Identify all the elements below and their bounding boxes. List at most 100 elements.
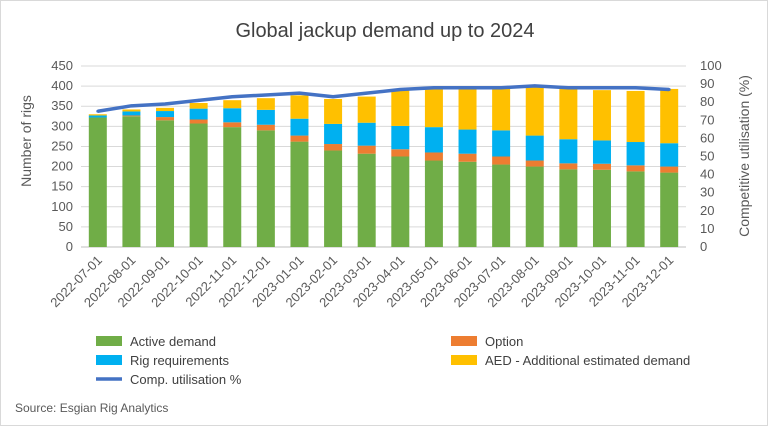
y2-tick-label: 30 (700, 185, 714, 200)
y2-tick-label: 50 (700, 149, 714, 164)
bar-segment (424, 127, 443, 153)
y2-tick-label: 0 (700, 239, 707, 254)
bar-segment (290, 141, 309, 247)
y2-tick-label: 10 (700, 221, 714, 236)
bar-segment (626, 142, 645, 166)
legend-label: Rig requirements (130, 353, 229, 368)
y2-tick-label: 40 (700, 167, 714, 182)
legend: Active demand Option Rig requirements AED -… (96, 334, 690, 387)
left-axis-ticks: 0 50 100 150 200 250 300 350 400 450 (51, 58, 73, 254)
legend-swatch (451, 355, 477, 365)
bar-segment (122, 109, 141, 112)
bar-segment (256, 109, 275, 125)
bar-segment (660, 143, 679, 167)
legend-label: Option (485, 334, 523, 349)
bar-segment (324, 98, 343, 124)
bar-segment (525, 160, 544, 167)
utilisation-point (264, 93, 268, 97)
bar-segment (223, 122, 242, 128)
bar-segment (391, 90, 410, 126)
utilisation-point (398, 88, 402, 92)
bar-segment (88, 117, 107, 248)
bar-segment (492, 130, 511, 157)
bar-segment (626, 90, 645, 143)
bar-segment (156, 107, 175, 112)
utilisation-point (432, 86, 436, 90)
line-layer (96, 84, 671, 113)
bar-segment (122, 111, 141, 116)
utilisation-point (297, 91, 301, 95)
bar-segment (156, 117, 175, 121)
bar-segment (592, 140, 611, 164)
bar-segment (592, 163, 611, 170)
bar-segment (88, 114, 107, 116)
y-tick-label: 300 (51, 118, 73, 133)
utilisation-point (533, 84, 537, 88)
bar-layer (88, 87, 679, 248)
y2-tick-label: 100 (700, 58, 722, 73)
bar-segment (156, 120, 175, 247)
utilisation-point (197, 98, 201, 102)
bar-segment (660, 88, 679, 144)
y-tick-label: 0 (66, 239, 73, 254)
y-tick-label: 100 (51, 199, 73, 214)
bar-segment (88, 115, 107, 118)
utilisation-point (163, 102, 167, 106)
bar-segment (189, 119, 208, 124)
bar-segment (324, 150, 343, 247)
y-tick-label: 400 (51, 78, 73, 93)
bar-segment (223, 127, 242, 247)
bar-segment (660, 172, 679, 247)
y2-tick-label: 80 (700, 94, 714, 109)
bar-segment (458, 129, 477, 154)
source-note: Source: Esgian Rig Analytics (15, 401, 168, 415)
utilisation-point (129, 104, 133, 108)
bar-segment (357, 153, 376, 247)
bar-segment (660, 166, 679, 173)
legend-swatch (451, 336, 477, 346)
legend-label: Active demand (130, 334, 216, 349)
bar-segment (559, 169, 578, 247)
bar-segment (256, 98, 275, 110)
utilisation-point (634, 86, 638, 90)
bar-segment (189, 103, 208, 109)
bar-segment (156, 111, 175, 118)
bar-segment (492, 156, 511, 165)
x-axis-ticks: 2022-07-012022-08-012022-09-012022-10-01… (47, 253, 676, 311)
bar-segment (122, 116, 141, 248)
utilisation-point (499, 86, 503, 90)
bar-segment (492, 164, 511, 247)
bar-segment (122, 115, 141, 117)
bar-segment (223, 100, 242, 109)
bar-segment (424, 88, 443, 128)
bar-segment (424, 152, 443, 161)
utilisation-point (466, 86, 470, 90)
bar-segment (525, 166, 544, 247)
y-tick-label: 250 (51, 138, 73, 153)
bar-segment (525, 135, 544, 161)
bar-segment (559, 88, 578, 140)
utilisation-point (230, 95, 234, 99)
y2-tick-label: 70 (700, 112, 714, 127)
bar-segment (324, 144, 343, 151)
bar-segment (290, 135, 309, 142)
bar-segment (424, 160, 443, 247)
y-tick-label: 150 (51, 179, 73, 194)
bar-segment (189, 108, 208, 120)
bar-segment (256, 130, 275, 247)
bar-segment (290, 118, 309, 136)
utilisation-point (667, 88, 671, 92)
bar-segment (189, 123, 208, 247)
utilisation-point (566, 86, 570, 90)
bar-segment (391, 125, 410, 150)
bar-segment (223, 108, 242, 123)
bar-segment (492, 88, 511, 131)
gridlines (81, 65, 686, 248)
bar-segment (256, 124, 275, 131)
legend-label: AED - Additional estimated demand (485, 353, 690, 368)
bar-segment (559, 139, 578, 164)
legend-swatch (96, 355, 122, 365)
bar-segment (357, 145, 376, 154)
